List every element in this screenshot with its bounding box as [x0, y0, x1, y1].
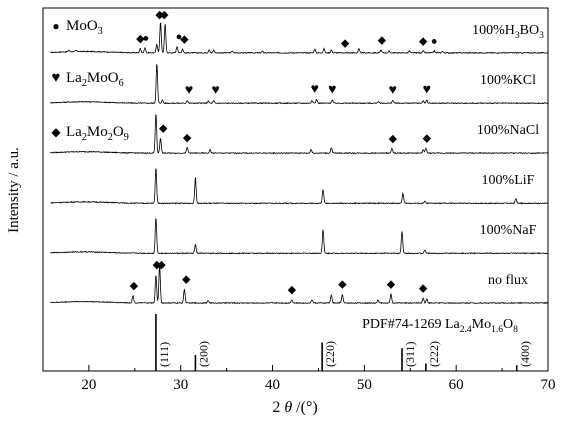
phase-marker: ♥: [211, 83, 219, 98]
reference-hkl: (111): [157, 342, 171, 367]
legend-label-2: La2​Mo2​O9​: [66, 124, 129, 143]
pattern-line-5: [50, 265, 549, 305]
phase-marker: ◆: [341, 37, 350, 49]
pattern-line-2: [50, 114, 549, 155]
diffraction-patterns: [50, 22, 549, 305]
phase-marker: ◆: [378, 34, 387, 46]
x-tick-label: 40: [265, 377, 280, 393]
phase-marker: ◆: [180, 33, 189, 45]
phase-marker: ♥: [423, 82, 431, 97]
legend-label-0: MoO3​: [66, 18, 103, 37]
phase-legend: ● MoO3​ ♥ La2​MoO6​ ◆ La2​Mo2​O9​: [51, 18, 128, 143]
phase-marker: ◆: [153, 259, 162, 271]
reference-hkl: (222): [427, 341, 441, 367]
x-tick-label: 60: [449, 377, 464, 393]
phase-marker: ◆: [288, 284, 297, 296]
x-axis-title: 2 θ /(°): [272, 399, 317, 416]
phase-marker: ◆: [419, 283, 428, 295]
phase-marker: ◆: [389, 133, 398, 145]
phase-marker: ●: [176, 31, 183, 43]
pattern-line-3: [50, 168, 549, 205]
reference-hkl: (220): [323, 341, 337, 367]
reference-pattern: PDF#74-1269 La2.4​Mo1.6​O8​ (111) (200) (22…: [155, 314, 532, 371]
phase-marker: ♥: [389, 83, 397, 98]
phase-marker: ♥: [185, 83, 193, 98]
x-tick-label: 20: [81, 377, 96, 393]
phase-marker: ◆: [160, 9, 169, 21]
legend-symbol-0: ●: [52, 19, 59, 33]
legend-symbol-1: ♥: [52, 70, 61, 86]
phase-marker: ◆: [130, 280, 139, 292]
phase-marker: ♥: [311, 82, 319, 97]
pattern-line-4: [50, 218, 549, 255]
phase-marker: ◆: [157, 259, 166, 271]
reference-hkl: (400): [518, 341, 532, 367]
phase-marker: ◆: [419, 35, 428, 47]
phase-marker: ◆: [387, 279, 396, 291]
reference-hkl: (311): [403, 341, 417, 367]
phase-marker: ◆: [155, 9, 164, 21]
x-tick-label: 70: [541, 377, 556, 393]
series-labels: 100%H3​BO3​ 100%KCl 100%NaCl 100%LiF 100%NaF…: [472, 23, 544, 288]
series-label-1: 100%KCl: [480, 73, 536, 88]
legend-symbol-2: ◆: [51, 125, 61, 139]
reference-label: PDF#74-1269 La2.4​Mo1.6​O8​: [362, 317, 518, 335]
pattern-line-0: [50, 22, 549, 55]
phase-marker: ◆: [136, 33, 145, 45]
legend-label-1: La2​MoO6​: [66, 70, 124, 89]
phase-marker: ●: [431, 35, 438, 47]
reference-hkl: (200): [196, 341, 210, 367]
phase-marker: ◆: [338, 279, 347, 291]
series-label-0: 100%H3​BO3​: [472, 23, 544, 41]
y-axis-title: Intensity / a.u.: [6, 147, 22, 233]
x-tick-label: 30: [173, 377, 188, 393]
pattern-line-1: [50, 64, 549, 105]
series-label-2: 100%NaCl: [477, 123, 539, 138]
series-label-4: 100%NaF: [480, 223, 537, 238]
plot-area-frame: [42, 7, 549, 372]
series-label-5: no flux: [488, 273, 528, 288]
x-axis: 20 30 40 50 60 70: [42, 365, 556, 393]
phase-marker: ♥: [328, 82, 336, 97]
series-label-3: 100%LiF: [482, 173, 535, 188]
x-tick-label: 50: [357, 377, 372, 393]
phase-marker: ◆: [183, 132, 192, 144]
phase-marker: ◆: [159, 122, 168, 134]
phase-markers: ◆●◆◆●◆ ◆ ◆ ◆ ●♥ ♥ ♥ ♥ ♥ ♥◆◆ ◆ ◆◆◆◆◆◆ ◆ ◆ ◆: [130, 9, 438, 296]
phase-marker: ●: [143, 32, 150, 44]
phase-marker: ◆: [423, 133, 432, 145]
phase-marker: ◆: [182, 273, 191, 285]
